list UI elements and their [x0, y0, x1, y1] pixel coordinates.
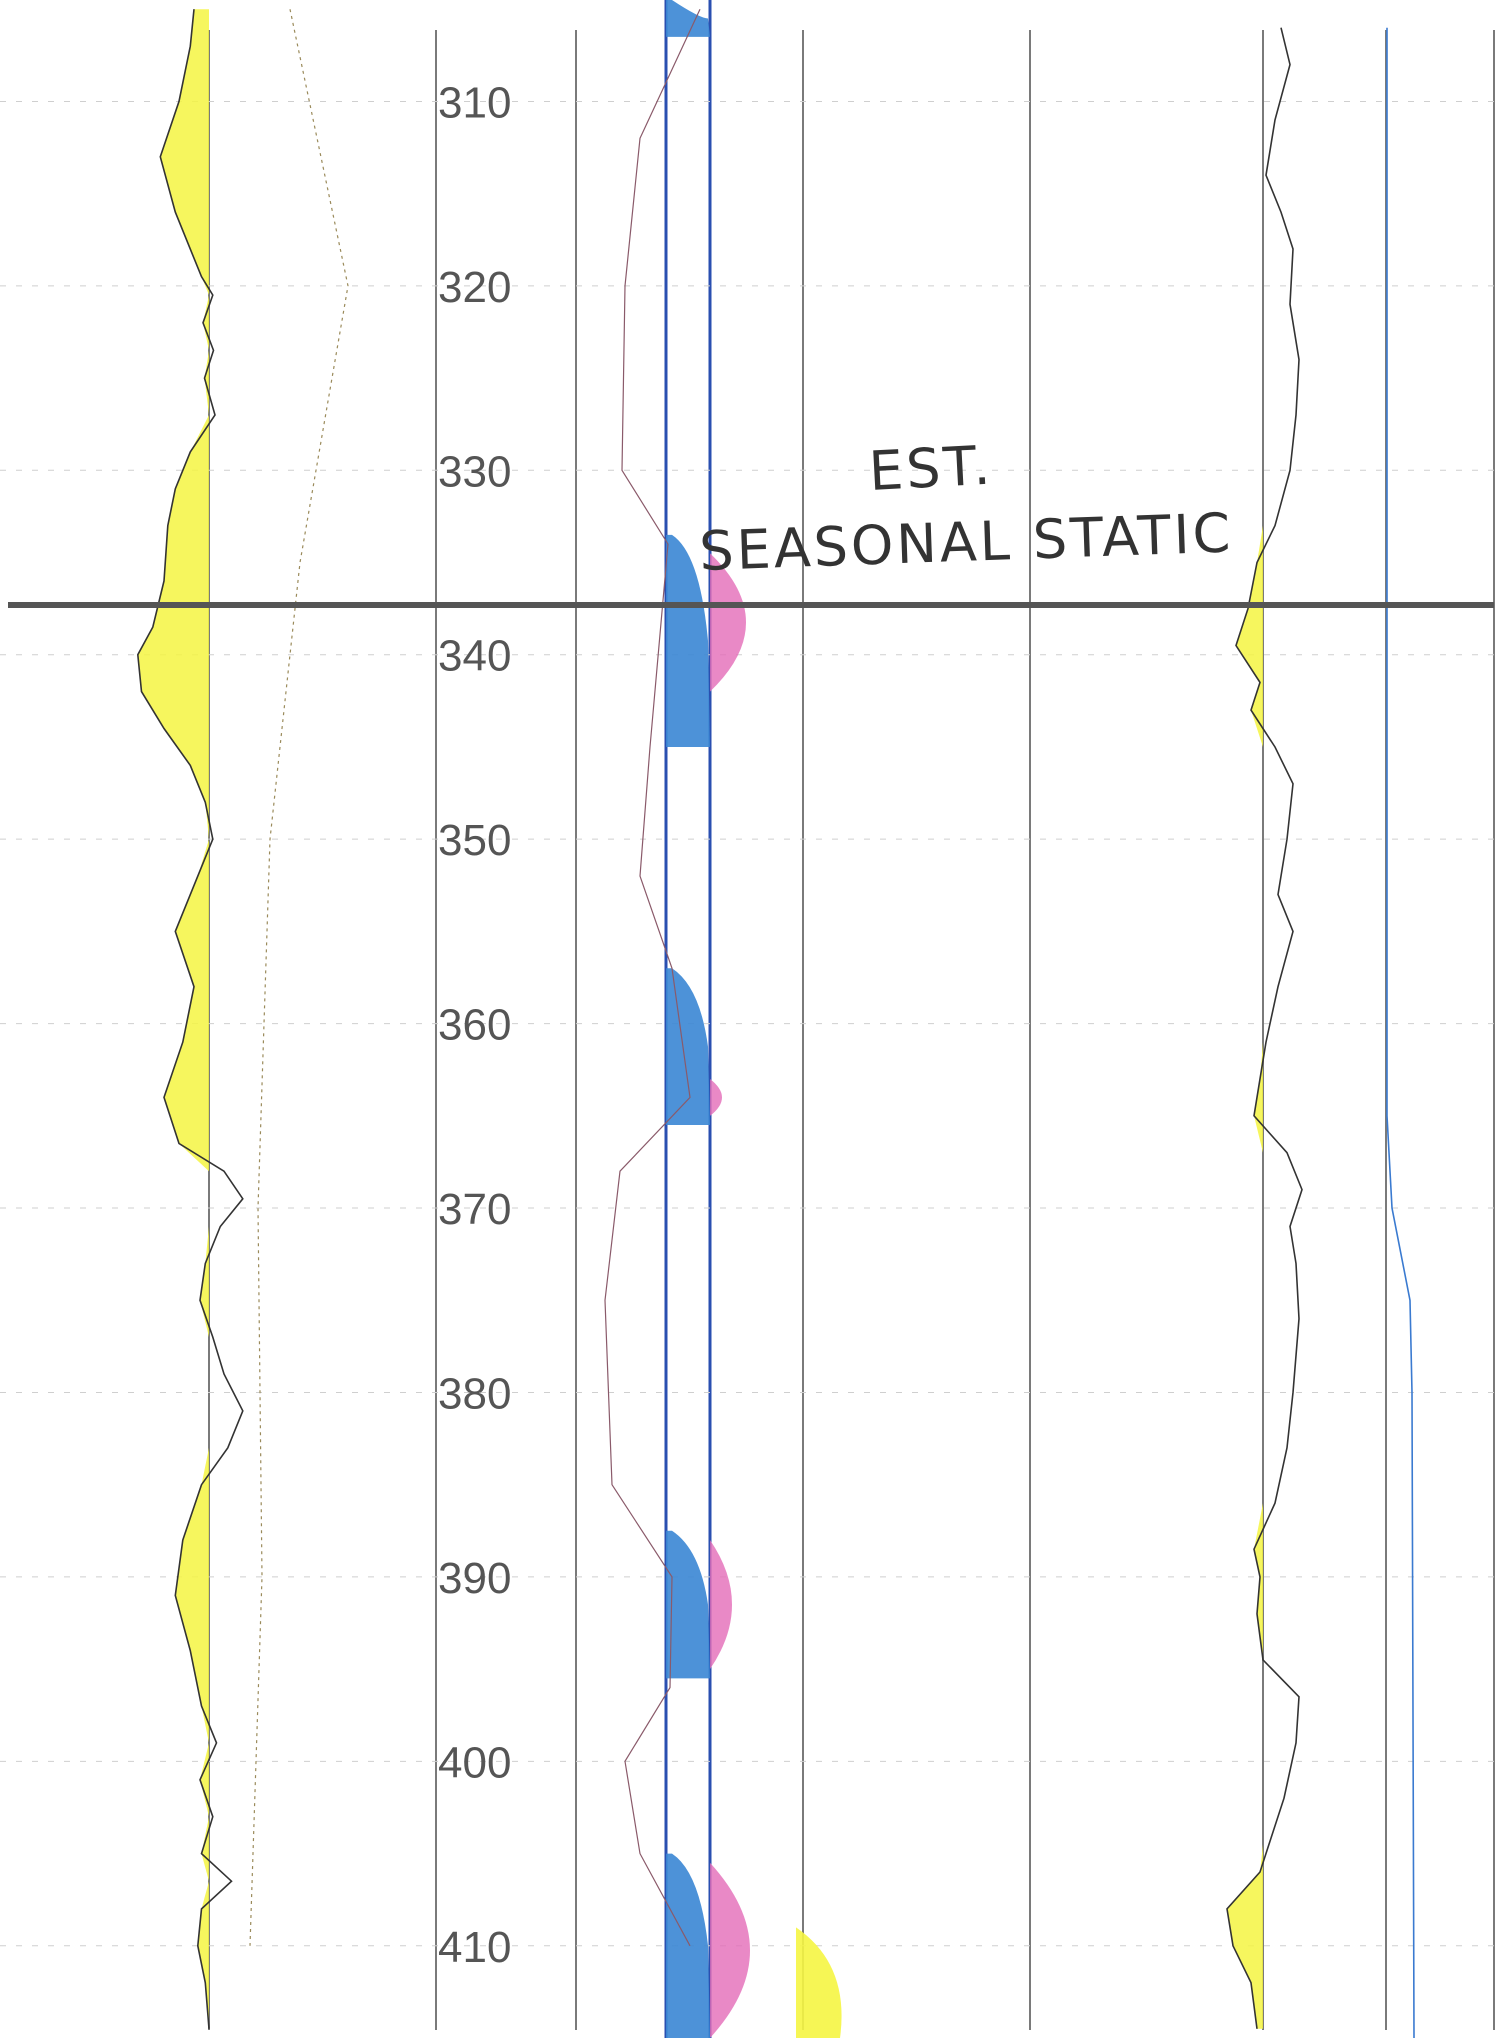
resistivity-pink-fill-2 [710, 1540, 732, 1670]
gamma-fill-right [1227, 27, 1263, 2029]
depth-tick-label-400: 400 [438, 1738, 511, 1787]
depth-tick-label-390: 390 [438, 1554, 511, 1603]
annotation-line-1: EST. [867, 434, 994, 503]
gamma-curve-right [1226, 27, 1303, 2029]
depth-tick-label-340: 340 [438, 632, 511, 681]
resistivity-blue-fill-3 [666, 1530, 710, 1679]
depth-tick-label-350: 350 [438, 816, 511, 865]
resistivity-pink-fill-3 [710, 1862, 750, 2038]
depth-tick-label-380: 380 [438, 1369, 511, 1418]
aux-blue-curve-right [1386, 27, 1415, 2038]
resistivity-yellow-fill [796, 1927, 842, 2038]
track-curves-layer [136, 8, 1415, 2038]
depth-tick-label-330: 330 [438, 447, 511, 496]
depth-axis: 310 320 330 340 350 360 370 380 390 400 410 [438, 78, 511, 1971]
depth-tick-label-310: 310 [438, 78, 511, 127]
gamma-fill-left [137, 9, 209, 2029]
resistivity-pink-fill-0 [710, 553, 746, 692]
resistivity-pink-fill-1 [710, 1078, 722, 1116]
depth-tick-label-360: 360 [438, 1001, 511, 1050]
depth-tick-label-410: 410 [438, 1923, 511, 1972]
depth-tick-label-370: 370 [438, 1185, 511, 1234]
resistivity-blue-fill-2 [666, 968, 710, 1126]
resistivity-blue-fill-1 [666, 534, 710, 747]
resistivity-blue-fill-4 [666, 1853, 710, 2038]
resistivity-blue-fill-0 [666, 0, 710, 37]
track-fills-layer [137, 0, 1263, 2038]
annotation-line-2: SEASONAL STATIC [698, 501, 1234, 583]
resistivity-thin-curve [604, 8, 701, 1947]
aux-dotted-curve-left [249, 9, 349, 1946]
depth-tick-label-320: 320 [438, 263, 511, 312]
gamma-curve-left [136, 9, 244, 2029]
